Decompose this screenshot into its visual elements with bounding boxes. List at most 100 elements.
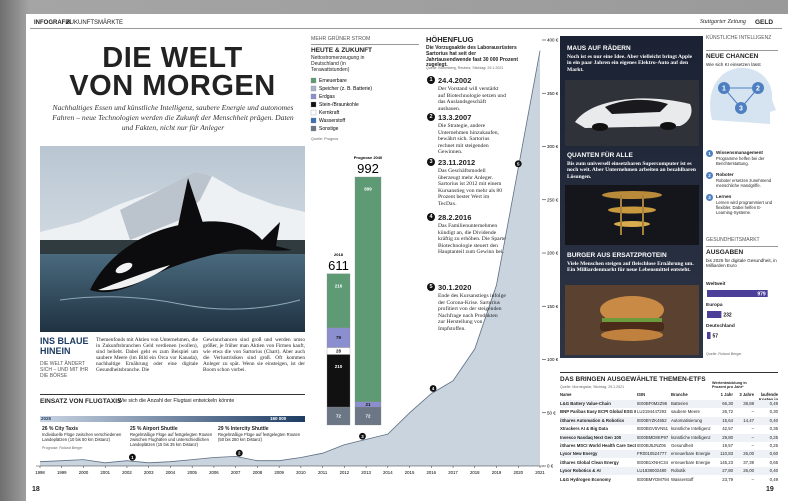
y-tick-label: 250 € <box>547 197 559 202</box>
ki-node-number: 1 <box>722 86 726 93</box>
etf-cell: – <box>734 477 754 482</box>
x-tick-label: 2021 <box>535 470 545 475</box>
header-rule <box>30 28 782 29</box>
etf-cell: 0,65 <box>756 460 778 465</box>
y-tick-label: 350 € <box>547 91 559 96</box>
page-number: 18 <box>32 486 40 494</box>
gold-wire <box>642 195 644 235</box>
legend-swatch <box>311 126 316 131</box>
etf-cell: 110,83 <box>716 451 733 456</box>
health-kicker: GESUNDHEITSMARKT <box>706 238 760 244</box>
health-value: 232 <box>723 313 732 319</box>
subtitle: Nachhaltiges Essen und künstliche Intell… <box>48 103 298 133</box>
etf-cell: 42,57 <box>716 426 733 431</box>
legend-label: Erdgas <box>319 94 335 100</box>
feature-title: QUANTEN FÜR ALLE <box>567 152 633 159</box>
ki-node-number: 2 <box>756 86 760 93</box>
x-tick-label: 2018 <box>470 470 480 475</box>
etf-cell: L&G Hydrogen Economy <box>560 477 636 482</box>
etf-source: Quelle: Morningstar, Stichtag: 29.1.2021 <box>560 385 624 389</box>
feature-text: Bis zum universell einsetzbaren Supercom… <box>567 161 697 180</box>
x-tick-label: 1998 <box>35 470 45 475</box>
legend-swatch <box>311 110 316 115</box>
x-tick-label: 2006 <box>209 470 219 475</box>
feature-title: MAUS AUF RÄDERN <box>567 45 631 52</box>
health-bar <box>707 332 711 339</box>
etf-cell: 0,40 <box>756 468 778 473</box>
ressort: GELD <box>755 19 773 26</box>
flugtaxi-subtitle: Wie sich die Anzahl der Flugtaxi entwick… <box>118 399 234 405</box>
energy-segment-label: 72 <box>336 414 342 419</box>
y-tick-label: 200 € <box>547 251 559 256</box>
ki-item-text: Programme helfen bei der Berichterstattu… <box>716 156 778 166</box>
legend-label: Sonstige <box>319 126 339 132</box>
etf-cell: künstliche Intelligenz <box>671 435 715 440</box>
etf-cell: Lyxor Robotics & AI <box>560 468 636 473</box>
etf-cell: 14,47 <box>734 418 754 423</box>
energy-segment-label: 72 <box>365 414 371 419</box>
gold-plate <box>614 221 650 227</box>
etf-cell: erneuerbare Energie <box>671 451 715 456</box>
flugtaxi-end: 160 000 <box>270 416 286 421</box>
health-label: Weltweit <box>706 282 725 287</box>
x-tick-label: 2001 <box>100 470 110 475</box>
etf-cell: IE00BJ5JNZ06 <box>637 443 670 448</box>
flugtaxi-start: 2025 <box>41 416 51 421</box>
feature-title: BURGER AUS ERSATZPROTEIN <box>567 252 667 259</box>
ki-diagram <box>710 68 776 124</box>
etf-column-header: ISIN <box>637 392 670 397</box>
gold-plate <box>602 191 662 199</box>
energy-segment <box>355 177 381 402</box>
etf-cell: künstliche Intelligenz <box>671 426 715 431</box>
x-tick-label: 2005 <box>187 470 197 475</box>
event-number: 5 <box>427 283 435 291</box>
ki-item-number: 2 <box>706 172 713 179</box>
etf-cell: BNP Paribas Easy ECPI Global ESG Blue Ec… <box>560 409 636 414</box>
orca-photo <box>40 146 305 332</box>
legend-swatch <box>311 78 316 83</box>
health-label: Europa <box>706 303 723 308</box>
flugtaxi-bar <box>40 416 305 422</box>
page: 0 €50 €100 €150 €200 €250 €300 €350 €400… <box>0 0 788 501</box>
etf-cell: 0,49 <box>756 401 778 406</box>
intro-kicker: DIE WELT ÄNDERT SICH – UND MIT IHR DIE B… <box>40 362 92 379</box>
legend-swatch <box>311 102 316 107</box>
health-description: bis 2025 für digitale Gesundheit, in Mil… <box>706 258 778 269</box>
stock-source: Quelle: Bloomberg, Reuters; Stichtag: 29… <box>426 66 503 70</box>
bun-bottom <box>601 329 663 341</box>
etf-cell: erneuerbare Energie <box>671 460 715 465</box>
x-tick-label: 2002 <box>122 470 132 475</box>
etf-cell: IE00BF0M2Z96 <box>637 401 670 406</box>
etf-cell: 27,80 <box>716 468 733 473</box>
page-number: 19 <box>766 486 774 494</box>
ki-node-number: 3 <box>739 106 743 113</box>
etf-cell: L&G Battery Value-Chain <box>560 401 636 406</box>
x-tick-label: 2009 <box>274 470 284 475</box>
etf-column-header: Name <box>560 392 636 397</box>
feature-text: Viele Menschen steigen auf fleischlose E… <box>567 261 697 274</box>
etf-cell: 15,64 <box>716 418 733 423</box>
ki-item-number: 1 <box>706 150 713 157</box>
etf-cell: IE00BMD8KP97 <box>637 435 670 440</box>
section-rule <box>706 246 778 247</box>
etf-cell: 145,23 <box>716 460 733 465</box>
etf-cell: IE00BYZK4552 <box>637 418 670 423</box>
etf-cell: IE00B1XNHC34 <box>637 460 670 465</box>
x-tick-label: 2012 <box>340 470 350 475</box>
taxi-text: Regelmäßige Flüge auf festgelegten Route… <box>218 432 302 442</box>
etf-cell: FR0010524777 <box>637 451 670 456</box>
energy-total: 611 <box>328 258 349 273</box>
y-tick-label: 300 € <box>547 144 559 149</box>
etf-cell: 26,00 <box>734 451 754 456</box>
x-tick-label: 2003 <box>144 470 154 475</box>
etf-cell: Gesundheit <box>671 443 715 448</box>
energy-total: 992 <box>357 161 379 176</box>
car-wheel <box>592 123 608 131</box>
health-value: 57 <box>713 334 719 340</box>
event-date: 28.2.2016 <box>438 213 471 222</box>
taxi-source: Prognose: Roland Berger <box>42 446 83 450</box>
energy-segment-label: 899 <box>364 187 372 192</box>
etf-title: DAS BRINGEN AUSGEWÄHLTE THEMEN-ETFS <box>560 376 706 383</box>
health-source: Quelle: Roland Berger <box>706 352 742 356</box>
y-tick-label: 50 € <box>547 410 556 415</box>
